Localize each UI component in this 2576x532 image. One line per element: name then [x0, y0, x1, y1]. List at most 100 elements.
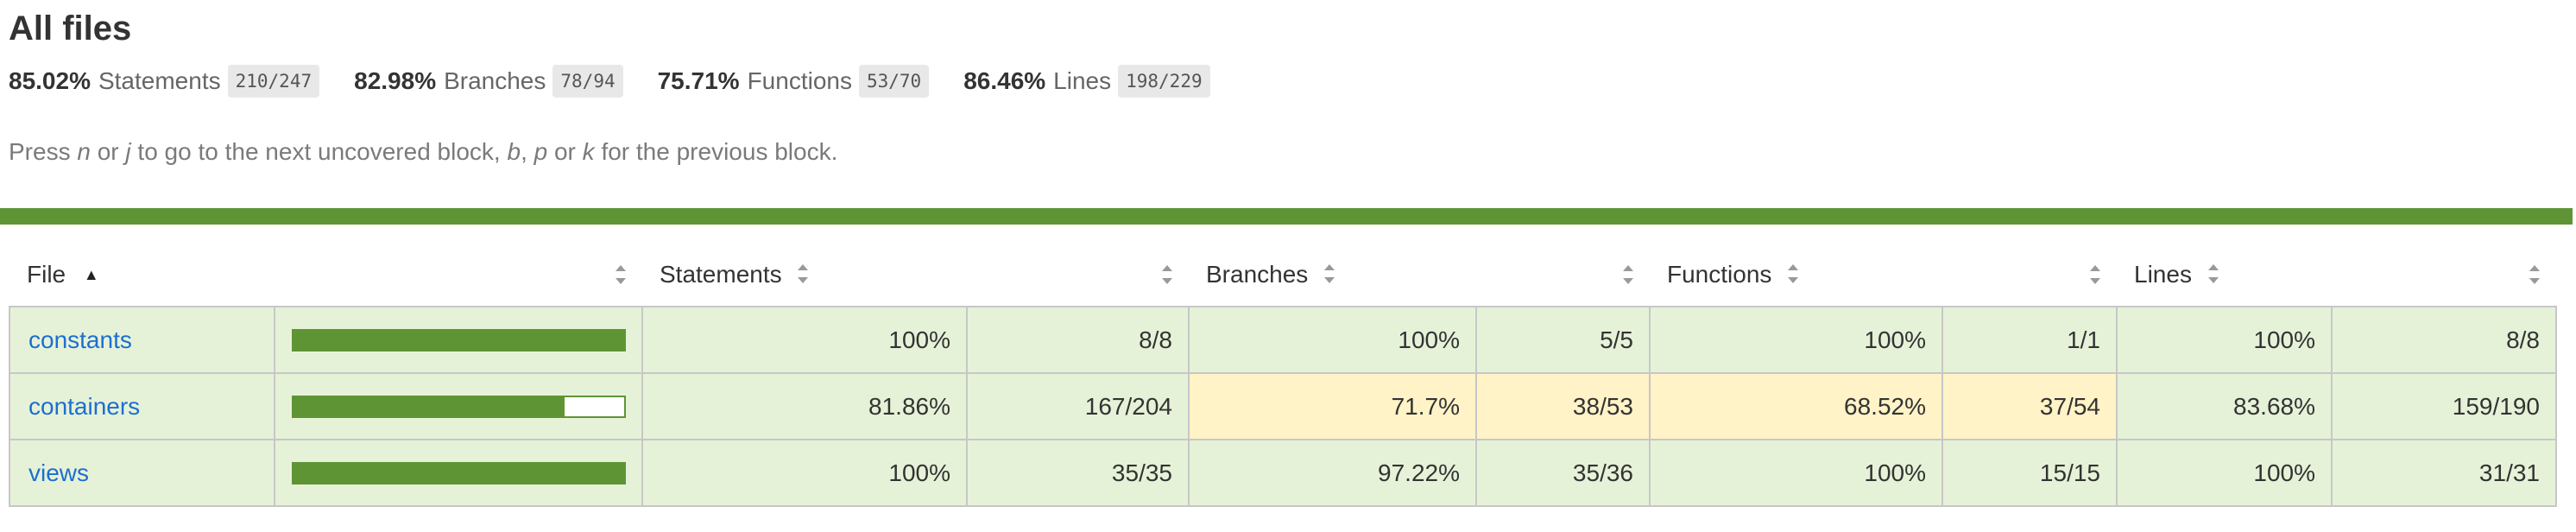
- statements-summary-label: Statements: [98, 67, 221, 94]
- table-row: constants 100% 8/8 100% 5/5 100% 1/1 100…: [9, 306, 2557, 374]
- statements-fraction-cell: 8/8: [966, 306, 1190, 374]
- sort-ascending-icon: ▲: [83, 265, 99, 283]
- coverage-table: File ▲ Statements Branches: [9, 243, 2557, 507]
- lines-fraction-cell: 31/31: [2331, 439, 2557, 507]
- branches-fraction-cell: 5/5: [1475, 306, 1651, 374]
- sort-icon[interactable]: [1323, 263, 1335, 284]
- hint-prefix: Press: [9, 138, 78, 165]
- coverage-bar: [292, 461, 626, 484]
- lines-column-label: Lines: [2134, 261, 2192, 288]
- branches-percent-cell: 100%: [1188, 306, 1477, 374]
- lines-fraction-column-header[interactable]: [2332, 243, 2556, 307]
- functions-column-header[interactable]: Functions: [1650, 243, 1942, 307]
- coverage-bar-fill: [294, 396, 565, 416]
- functions-percent-cell: 100%: [1649, 439, 1943, 507]
- statements-percent-cell: 81.86%: [641, 372, 968, 440]
- functions-summary: 75.71% Functions 53/70: [658, 62, 930, 100]
- functions-column-label: Functions: [1667, 261, 1772, 288]
- statements-summary: 85.02% Statements 210/247: [9, 62, 320, 100]
- lines-percent-cell: 100%: [2116, 306, 2333, 374]
- sort-icon[interactable]: [1622, 264, 1634, 285]
- file-cell: constants: [9, 306, 275, 374]
- statements-summary-percent: 85.02%: [9, 67, 91, 94]
- page-title: All files: [9, 10, 132, 48]
- coverage-bar: [292, 328, 626, 352]
- functions-fraction-cell: 1/1: [1941, 306, 2118, 374]
- coverage-bar-cell: [274, 372, 643, 440]
- coverage-bar: [292, 395, 626, 418]
- branches-percent-cell: 71.7%: [1188, 372, 1477, 440]
- branches-summary-percent: 82.98%: [354, 67, 437, 94]
- branches-fraction-column-header[interactable]: [1476, 243, 1650, 307]
- hint-key-b: b: [507, 138, 521, 165]
- branches-column-header[interactable]: Branches: [1189, 243, 1476, 307]
- coverage-status-band: [0, 208, 2576, 225]
- report-header: All files 85.02% Statements 210/247 82.9…: [9, 0, 2564, 200]
- sort-icon[interactable]: [797, 263, 809, 284]
- sort-icon[interactable]: [2529, 264, 2541, 285]
- lines-summary: 86.46% Lines 198/229: [963, 62, 1210, 100]
- lines-fraction-cell: 159/190: [2331, 372, 2557, 440]
- sort-icon[interactable]: [2089, 264, 2101, 285]
- coverage-summary: 85.02% Statements 210/247 82.98% Branche…: [9, 62, 1245, 100]
- statements-percent-cell: 100%: [641, 306, 968, 374]
- sort-icon[interactable]: [1787, 263, 1799, 284]
- hint-or-one: or: [90, 138, 126, 165]
- coverage-bar-fill: [294, 330, 624, 350]
- functions-summary-label: Functions: [747, 67, 852, 94]
- functions-fraction-cell: 37/54: [1941, 372, 2118, 440]
- coverage-bar-cell: [274, 306, 643, 374]
- hint-or-two: or: [547, 138, 583, 165]
- file-column-label: File: [27, 261, 66, 288]
- branches-fraction-cell: 38/53: [1475, 372, 1651, 440]
- hint-middle: to go to the next uncovered block,: [130, 138, 508, 165]
- lines-fraction-cell: 8/8: [2331, 306, 2557, 374]
- statements-summary-fraction: 210/247: [227, 65, 320, 98]
- lines-summary-fraction: 198/229: [1118, 65, 1210, 98]
- statements-percent-cell: 100%: [641, 439, 968, 507]
- lines-column-header[interactable]: Lines: [2117, 243, 2332, 307]
- statements-fraction-cell: 167/204: [966, 372, 1190, 440]
- hint-suffix: for the previous block.: [594, 138, 838, 165]
- page-edge: [2573, 0, 2576, 532]
- lines-summary-label: Lines: [1053, 67, 1112, 94]
- statements-fraction-cell: 35/35: [966, 439, 1190, 507]
- coverage-table-container: File ▲ Statements Branches: [9, 243, 2557, 507]
- hint-key-j: j: [125, 138, 131, 165]
- table-header-row: File ▲ Statements Branches: [9, 243, 2556, 307]
- functions-percent-cell: 100%: [1649, 306, 1943, 374]
- hint-key-n: n: [77, 138, 91, 165]
- statements-column-label: Statements: [660, 261, 782, 288]
- statements-fraction-column-header[interactable]: [967, 243, 1189, 307]
- sort-icon[interactable]: [615, 264, 627, 285]
- branches-summary-fraction: 78/94: [552, 65, 623, 98]
- coverage-bar-fill: [294, 463, 624, 483]
- functions-fraction-column-header[interactable]: [1942, 243, 2117, 307]
- coverage-bar-column-header[interactable]: [275, 243, 642, 307]
- lines-percent-cell: 100%: [2116, 439, 2333, 507]
- lines-percent-cell: 83.68%: [2116, 372, 2333, 440]
- hint-key-p: p: [534, 138, 548, 165]
- file-link-containers[interactable]: containers: [28, 392, 141, 420]
- branches-percent-cell: 97.22%: [1188, 439, 1477, 507]
- branches-summary-label: Branches: [444, 67, 546, 94]
- file-column-header[interactable]: File ▲: [9, 243, 275, 307]
- file-link-views[interactable]: views: [28, 459, 90, 486]
- file-cell: views: [9, 439, 275, 507]
- branches-column-label: Branches: [1206, 261, 1309, 288]
- lines-summary-percent: 86.46%: [963, 67, 1046, 94]
- table-row: views 100% 35/35 97.22% 35/36 100% 15/15…: [9, 439, 2557, 507]
- sort-icon[interactable]: [2207, 263, 2219, 284]
- sort-icon[interactable]: [1161, 264, 1173, 285]
- coverage-bar-cell: [274, 439, 643, 507]
- table-row: containers 81.86% 167/204 71.7% 38/53 68…: [9, 372, 2557, 440]
- functions-summary-fraction: 53/70: [858, 65, 930, 98]
- functions-percent-cell: 68.52%: [1649, 372, 1943, 440]
- file-link-constants[interactable]: constants: [28, 326, 132, 353]
- functions-fraction-cell: 15/15: [1941, 439, 2118, 507]
- branches-fraction-cell: 35/36: [1475, 439, 1651, 507]
- hint-key-k: k: [582, 138, 595, 165]
- branches-summary: 82.98% Branches 78/94: [354, 62, 623, 100]
- statements-column-header[interactable]: Statements: [642, 243, 967, 307]
